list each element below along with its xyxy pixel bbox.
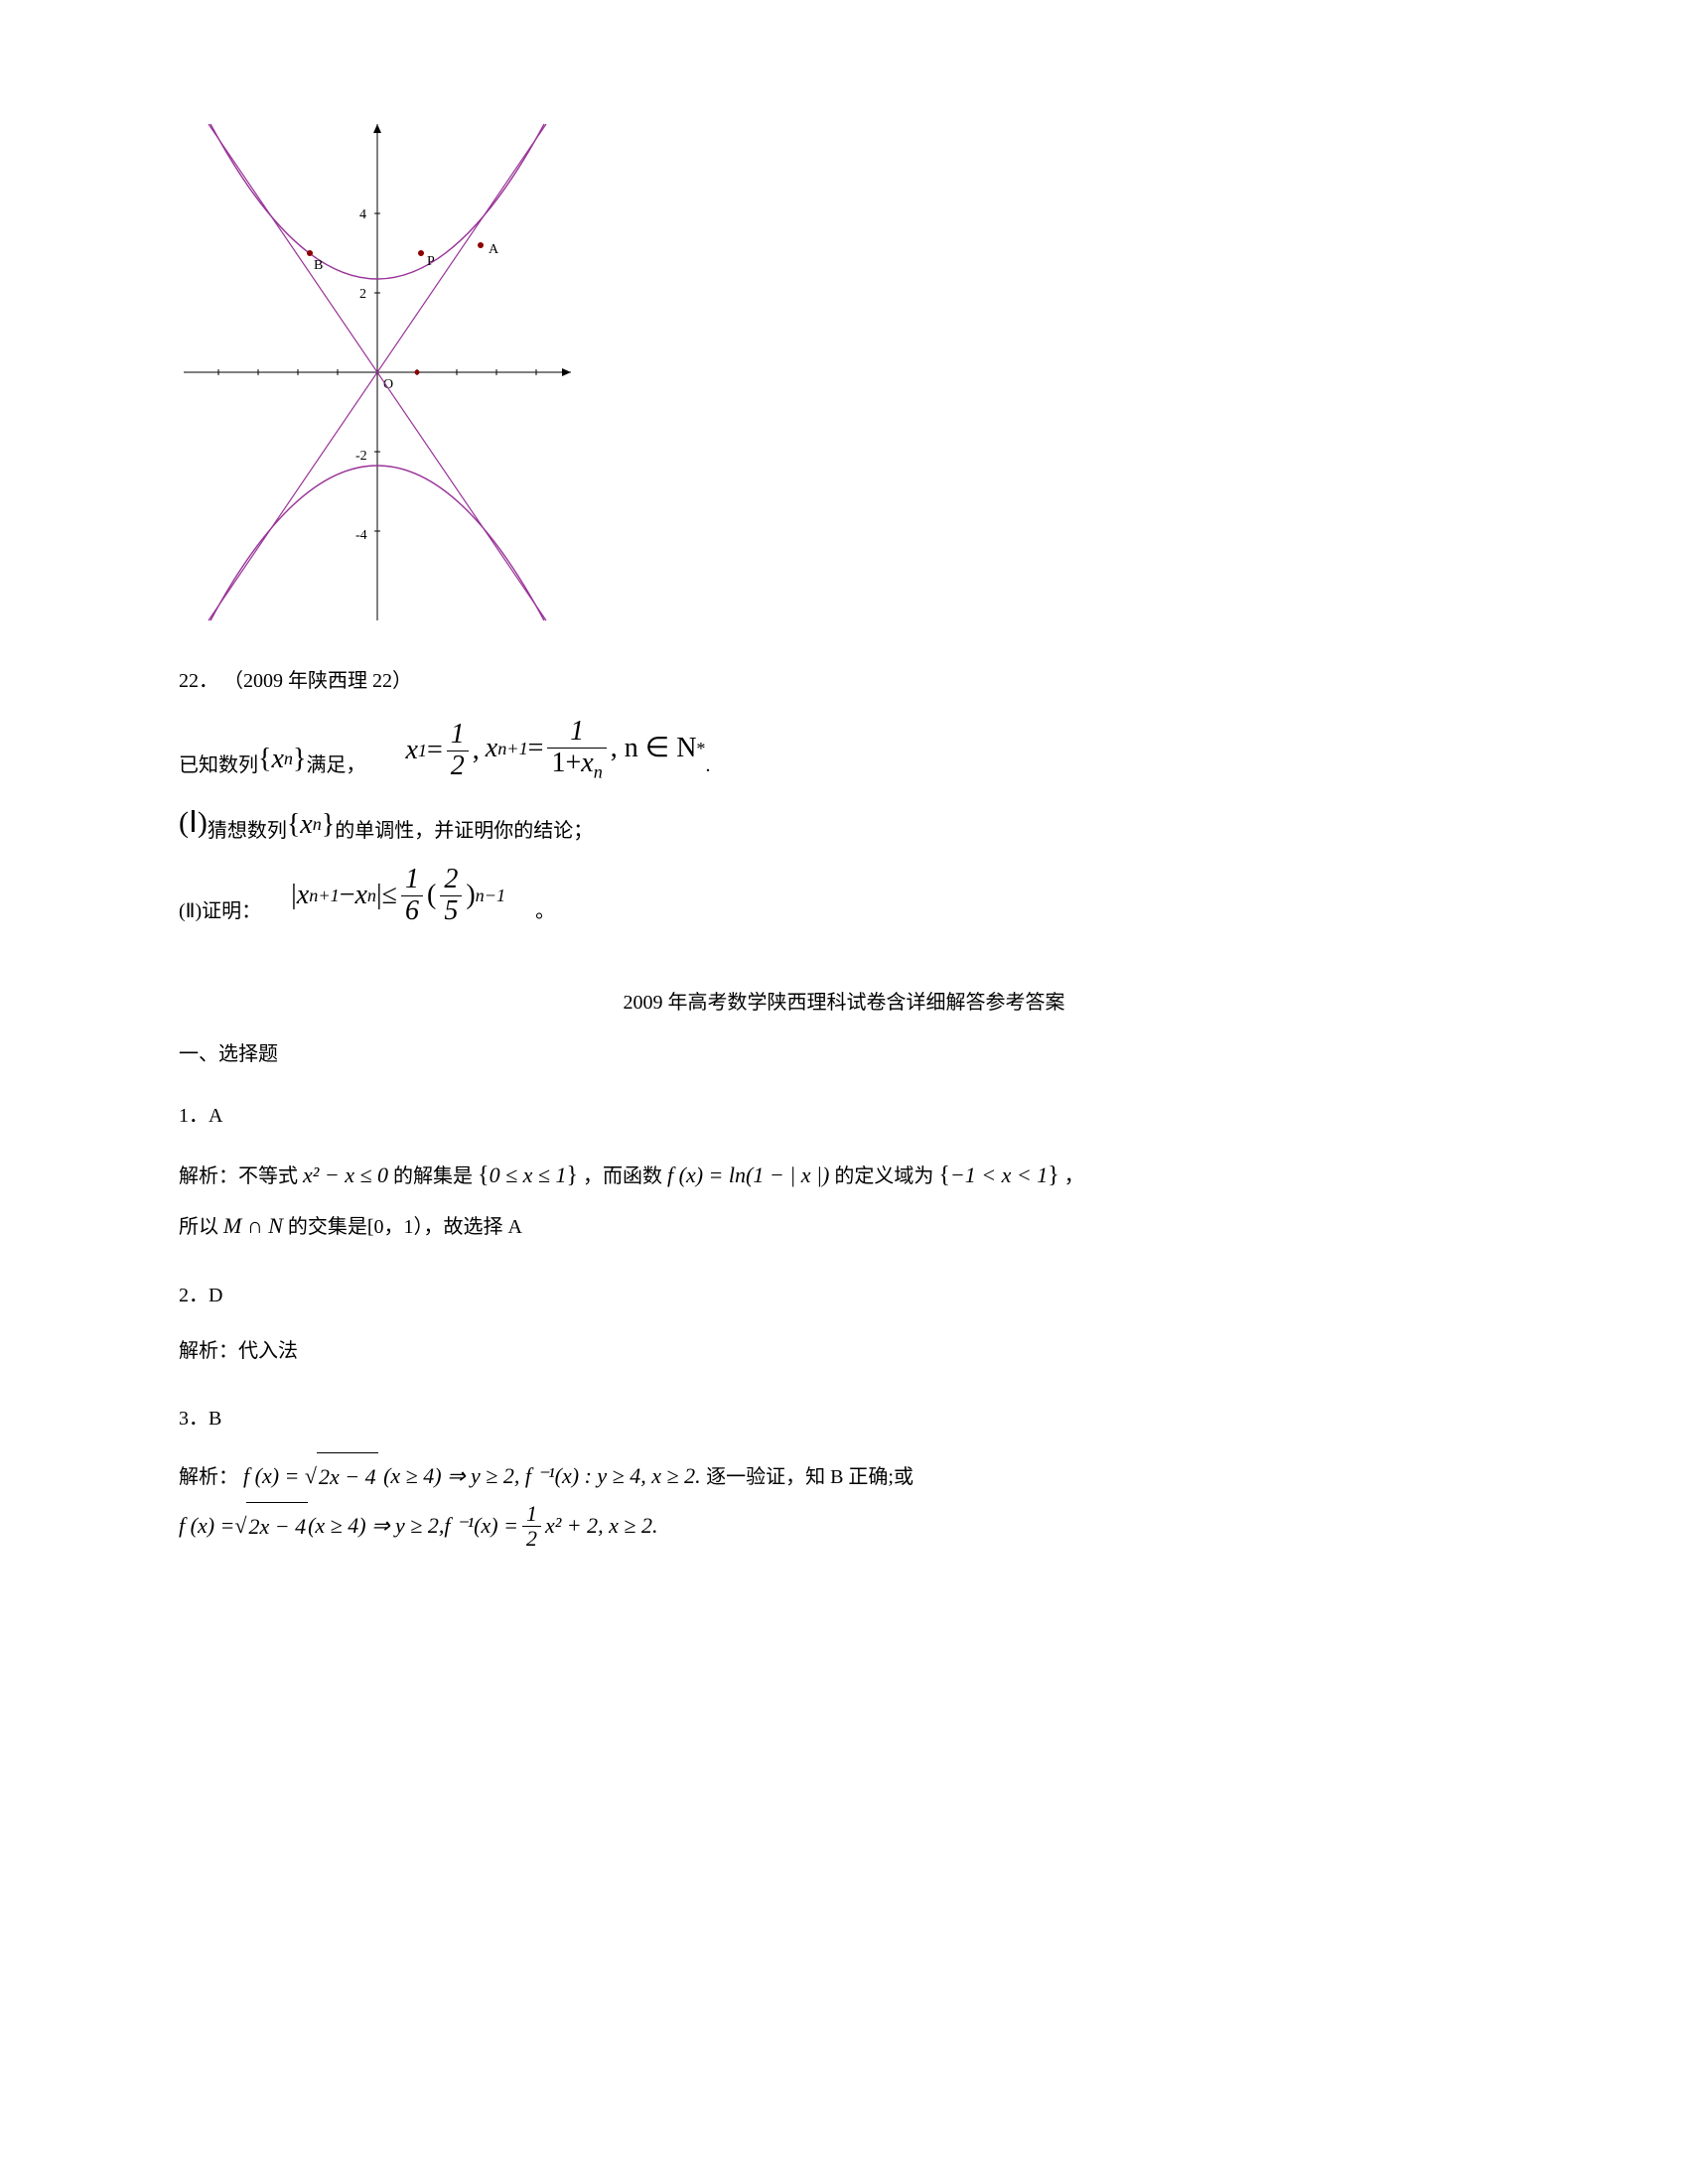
a3-tail1: 逐一验证，知 B 正确;或	[706, 1466, 914, 1488]
a3-num: 3．B	[179, 1403, 1509, 1434]
q22-intro-suffix: 满足，	[306, 750, 365, 781]
q22-condition: 已知数列 {xn} 满足， x1 = 12 , xn+1 = 1 1+xn , …	[179, 717, 1509, 781]
a1-line2b: 的交集是[0，1），故选择 A	[288, 1216, 522, 1238]
part1-seq: {xn}	[287, 803, 335, 848]
x-axis-arrow	[562, 368, 571, 376]
a1-ineq: x² − x ≤ 0	[303, 1162, 388, 1187]
q22-period: .	[706, 750, 711, 781]
ytick-n2: -2	[355, 449, 367, 464]
part2-marker: (Ⅱ)证明：	[179, 895, 261, 927]
q22-number: 22．	[179, 670, 218, 692]
a1-fx: f (x) = ln(1 − | x |)	[667, 1162, 829, 1187]
svg-text:A: A	[489, 242, 499, 257]
ytick-2: 2	[359, 287, 366, 302]
a1-set1: {0 ≤ x ≤ 1}	[478, 1162, 578, 1188]
point-P: P	[418, 250, 435, 269]
a1-t3: ，而函数	[583, 1165, 662, 1187]
a1-t5: ，	[1064, 1165, 1084, 1187]
a1-set2: {−1 < x < 1}	[938, 1162, 1058, 1188]
part1-text-a: 猜想数列	[208, 815, 287, 847]
a3-explain: 解析： f (x) = √2x − 4 (x ≥ 4) ⇒ y ≥ 2, f ⁻…	[179, 1452, 1509, 1551]
a1-num: 1．A	[179, 1100, 1509, 1132]
hyperbola-graph: 4 2 -2 -4 O A P B	[179, 119, 576, 625]
a1-explain: 解析：不等式 x² − x ≤ 0 的解集是 {0 ≤ x ≤ 1} ，而函数 …	[179, 1150, 1509, 1250]
ytick-4: 4	[359, 207, 366, 222]
a1-mn: M ∩ N	[223, 1213, 283, 1238]
q22-header: 22． （2009 年陕西理 22）	[179, 665, 1509, 697]
svg-text:P: P	[427, 254, 435, 269]
part1-marker: (Ⅰ)	[179, 799, 208, 847]
q22-intro-prefix: 已知数列	[179, 750, 258, 781]
q22-seq: {xn}	[258, 738, 306, 782]
a2-num: 2．D	[179, 1280, 1509, 1311]
a1-t4: 的定义域为	[834, 1165, 933, 1187]
ytick-n4: -4	[355, 528, 367, 543]
a1-line2a: 所以	[179, 1216, 218, 1238]
a3-line2: f (x) = √2x − 4 (x ≥ 4) ⇒ y ≥ 2, f ⁻¹(x)…	[179, 1502, 657, 1551]
q22-x1: x1 = 12 ,	[405, 720, 479, 782]
svg-text:B: B	[314, 258, 323, 273]
part2-period: 。	[535, 895, 555, 927]
q22-part2: (Ⅱ)证明： | xn+1 − xn | ≤ 16 ( 25 )n−1 。	[179, 865, 1509, 927]
q22-source: （2009 年陕西理 22）	[223, 670, 412, 692]
a2-explain: 解析：代入法	[179, 1329, 1509, 1373]
q22-part1: (Ⅰ) 猜想数列 {xn} 的单调性，并证明你的结论；	[179, 799, 1509, 847]
part1-text-b: 的单调性，并证明你的结论；	[335, 815, 593, 847]
answers-header: 2009 年高考数学陕西理科试卷含详细解答参考答案	[179, 987, 1509, 1019]
a1-t1: 不等式	[238, 1165, 298, 1187]
a3-label: 解析：	[179, 1466, 238, 1488]
part2-inequality: | xn+1 − xn | ≤ 16 ( 25 )n−1	[291, 865, 505, 927]
q22-xn1: xn+1 = 1 1+xn , n ∈ N*	[486, 717, 706, 781]
axis-point	[415, 370, 420, 375]
point-B: B	[307, 250, 323, 273]
graph-svg: 4 2 -2 -4 O A P B	[179, 119, 576, 625]
origin-label: O	[383, 377, 393, 392]
a1-t2: 的解集是	[393, 1165, 473, 1187]
y-axis-arrow	[373, 124, 381, 133]
a1-label: 解析：	[179, 1165, 238, 1187]
a3-f: f (x) = √2x − 4 (x ≥ 4) ⇒ y ≥ 2, f ⁻¹(x)…	[243, 1463, 706, 1488]
section1-title: 一、选择题	[179, 1038, 1509, 1070]
point-A: A	[478, 242, 499, 257]
